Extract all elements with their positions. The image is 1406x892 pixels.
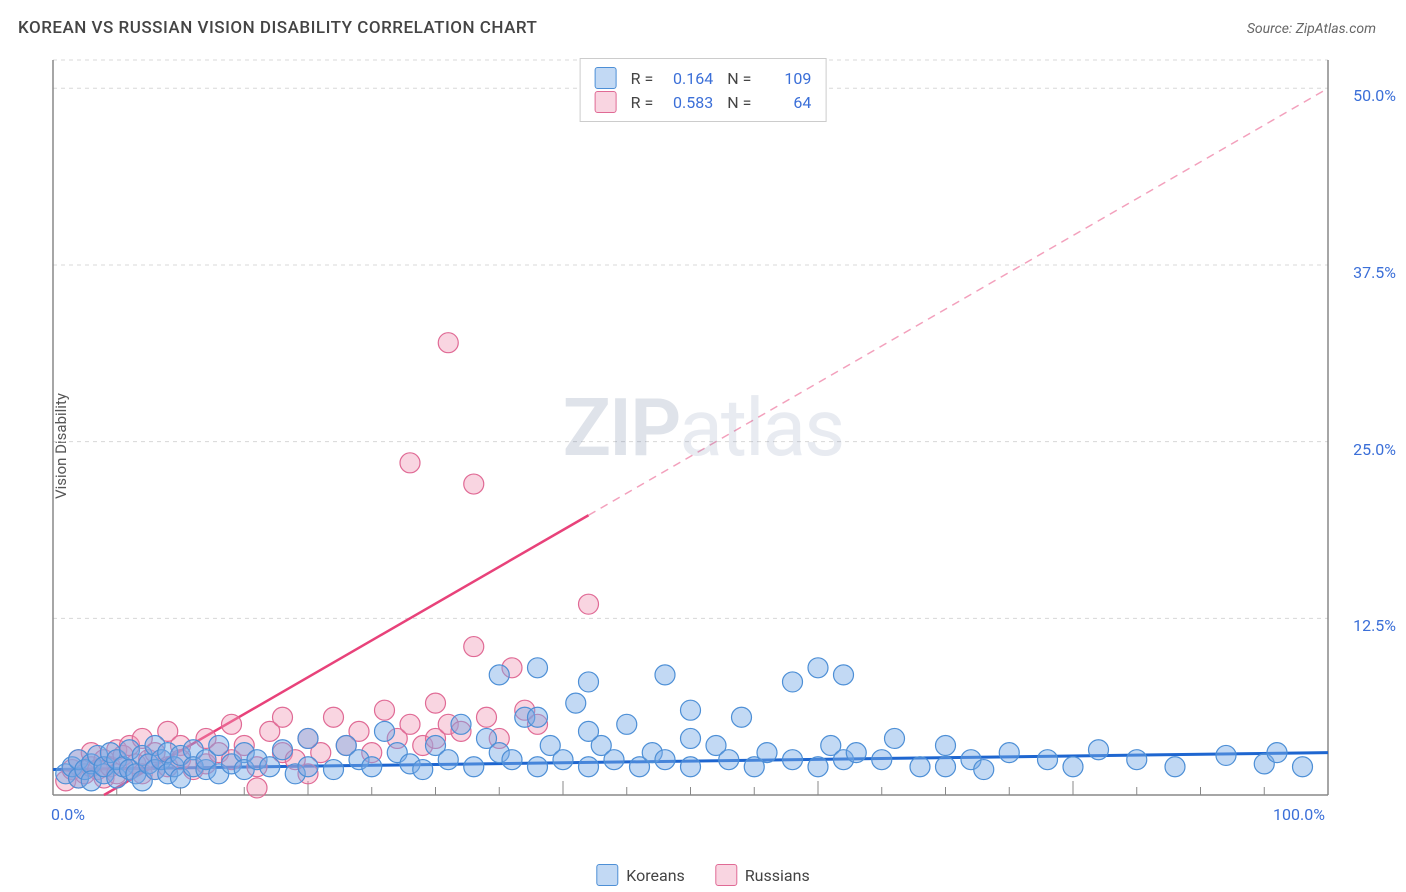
source-prefix: Source: [1247, 21, 1296, 37]
russians-swatch [595, 91, 617, 113]
legend-series: Koreans Russians [596, 864, 809, 886]
koreans-swatch-icon [596, 864, 618, 886]
koreans-swatch [595, 67, 617, 89]
x-min-label: 0.0% [51, 805, 85, 824]
legend-item-koreans: Koreans [596, 864, 685, 886]
legend-stats-koreans: R = 0.164 N = 109 [595, 67, 812, 89]
x-max-label: 100.0% [1273, 805, 1325, 824]
n-prefix: N = [727, 93, 751, 112]
koreans-n-value: 109 [761, 69, 811, 88]
plot-area [48, 55, 1378, 825]
koreans-label: Koreans [626, 866, 685, 885]
chart-title: KOREAN VS RUSSIAN VISION DISABILITY CORR… [18, 18, 537, 38]
legend-stats-russians: R = 0.583 N = 64 [595, 91, 812, 113]
russians-r-value: 0.583 [663, 93, 713, 112]
chart-svg [48, 55, 1378, 825]
koreans-r-value: 0.164 [663, 69, 713, 88]
legend-item-russians: Russians [715, 864, 810, 886]
r-prefix: R = [631, 69, 654, 88]
y-tick-label: 37.5% [1353, 263, 1396, 282]
russians-label: Russians [745, 866, 810, 885]
source-name: ZipAtlas.com [1296, 21, 1376, 37]
source-attribution: Source: ZipAtlas.com [1247, 18, 1376, 37]
n-prefix: N = [727, 69, 751, 88]
y-tick-label: 12.5% [1353, 616, 1396, 635]
r-prefix: R = [631, 93, 654, 112]
legend-stats: R = 0.164 N = 109 R = 0.583 N = 64 [580, 58, 827, 122]
y-tick-label: 25.0% [1353, 440, 1396, 459]
y-tick-label: 50.0% [1353, 86, 1396, 105]
russians-swatch-icon [715, 864, 737, 886]
russians-n-value: 64 [761, 93, 811, 112]
